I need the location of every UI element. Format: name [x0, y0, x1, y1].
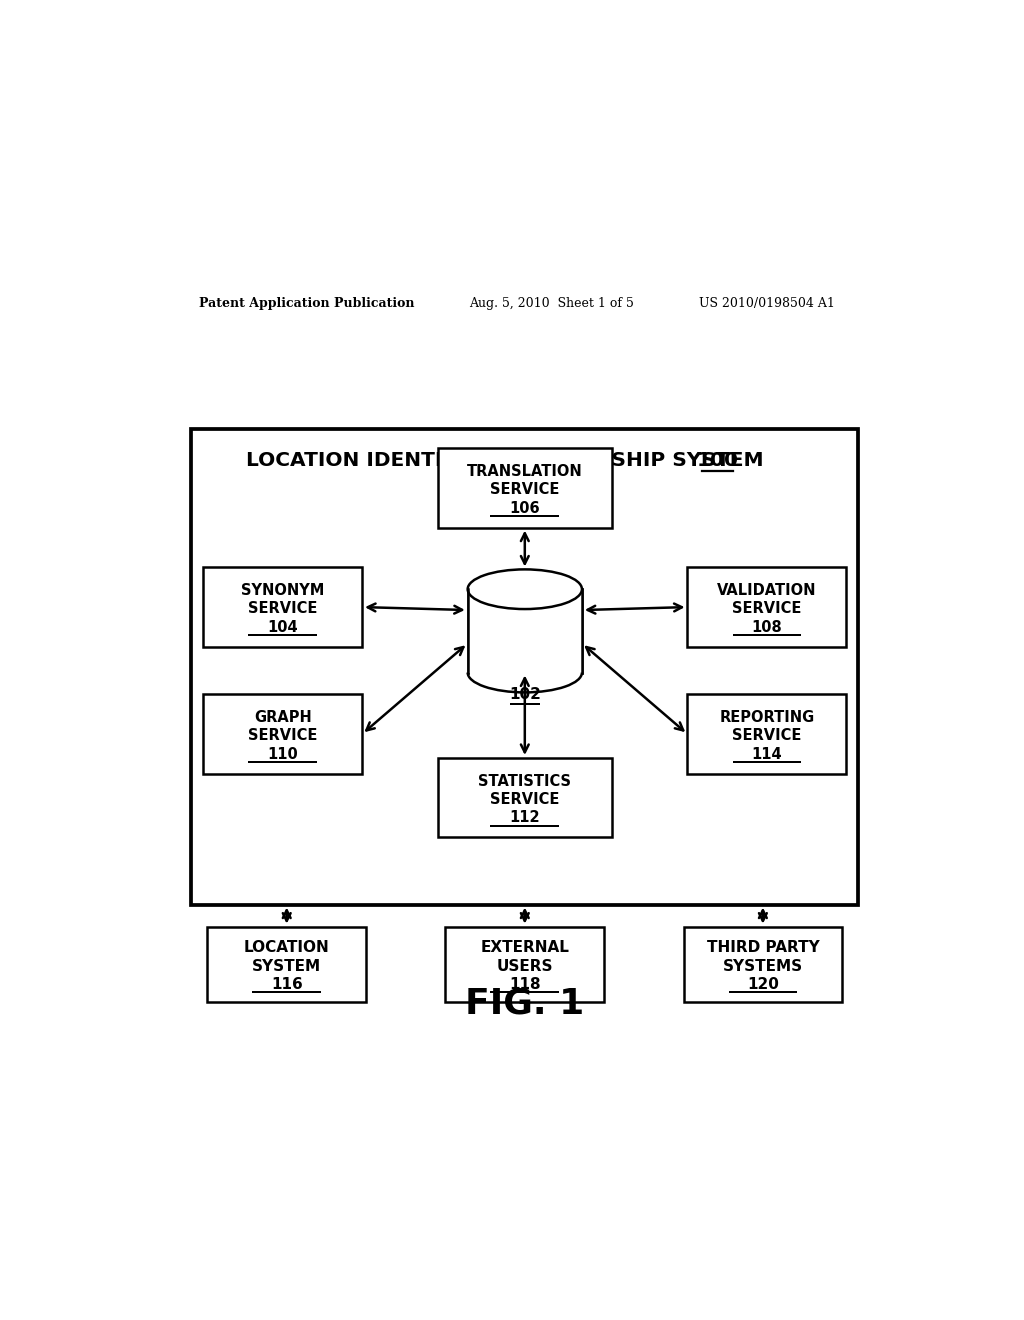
Text: REPORTING: REPORTING — [719, 710, 814, 725]
Text: 106: 106 — [510, 500, 540, 516]
Text: USERS: USERS — [497, 958, 553, 974]
Text: LOCATION IDENTIFIER RELATIONSHIP SYSTEM: LOCATION IDENTIFIER RELATIONSHIP SYSTEM — [246, 450, 764, 470]
Text: VALIDATION: VALIDATION — [717, 583, 816, 598]
Bar — [687, 694, 846, 774]
Text: 120: 120 — [746, 977, 779, 991]
Text: US 2010/0198504 A1: US 2010/0198504 A1 — [699, 297, 836, 310]
Bar — [445, 927, 604, 1002]
Bar — [207, 927, 367, 1002]
Bar — [204, 694, 362, 774]
Bar — [204, 568, 362, 647]
Text: GRAPH: GRAPH — [254, 710, 311, 725]
Ellipse shape — [468, 569, 582, 609]
Text: SERVICE: SERVICE — [490, 482, 559, 498]
Text: SERVICE: SERVICE — [248, 602, 317, 616]
Text: Patent Application Publication: Patent Application Publication — [200, 297, 415, 310]
Bar — [687, 568, 846, 647]
Text: SERVICE: SERVICE — [248, 729, 317, 743]
Bar — [437, 449, 612, 528]
Text: LOCATION: LOCATION — [244, 940, 330, 956]
Text: FIG. 1: FIG. 1 — [465, 987, 585, 1020]
Bar — [437, 758, 612, 837]
Text: 108: 108 — [752, 619, 782, 635]
Bar — [684, 927, 843, 1002]
Text: 114: 114 — [752, 747, 782, 762]
Text: SERVICE: SERVICE — [490, 792, 559, 807]
Text: Aug. 5, 2010  Sheet 1 of 5: Aug. 5, 2010 Sheet 1 of 5 — [469, 297, 634, 310]
Text: STATISTICS: STATISTICS — [478, 774, 571, 788]
Text: THIRD PARTY: THIRD PARTY — [707, 940, 819, 956]
Bar — [468, 589, 582, 673]
Text: 118: 118 — [509, 977, 541, 991]
Text: SERVICE: SERVICE — [732, 729, 802, 743]
Text: 100: 100 — [696, 450, 738, 470]
Text: SYSTEM: SYSTEM — [252, 958, 322, 974]
Text: SERVICE: SERVICE — [732, 602, 802, 616]
Text: 116: 116 — [270, 977, 303, 991]
Text: EXTERNAL: EXTERNAL — [480, 940, 569, 956]
Text: SYNONYM: SYNONYM — [241, 583, 325, 598]
Bar — [191, 429, 858, 904]
Text: 112: 112 — [510, 810, 540, 825]
Text: 102: 102 — [509, 688, 541, 702]
Text: 104: 104 — [267, 619, 298, 635]
Text: TRANSLATION: TRANSLATION — [467, 465, 583, 479]
Text: SYSTEMS: SYSTEMS — [723, 958, 803, 974]
Text: 110: 110 — [267, 747, 298, 762]
